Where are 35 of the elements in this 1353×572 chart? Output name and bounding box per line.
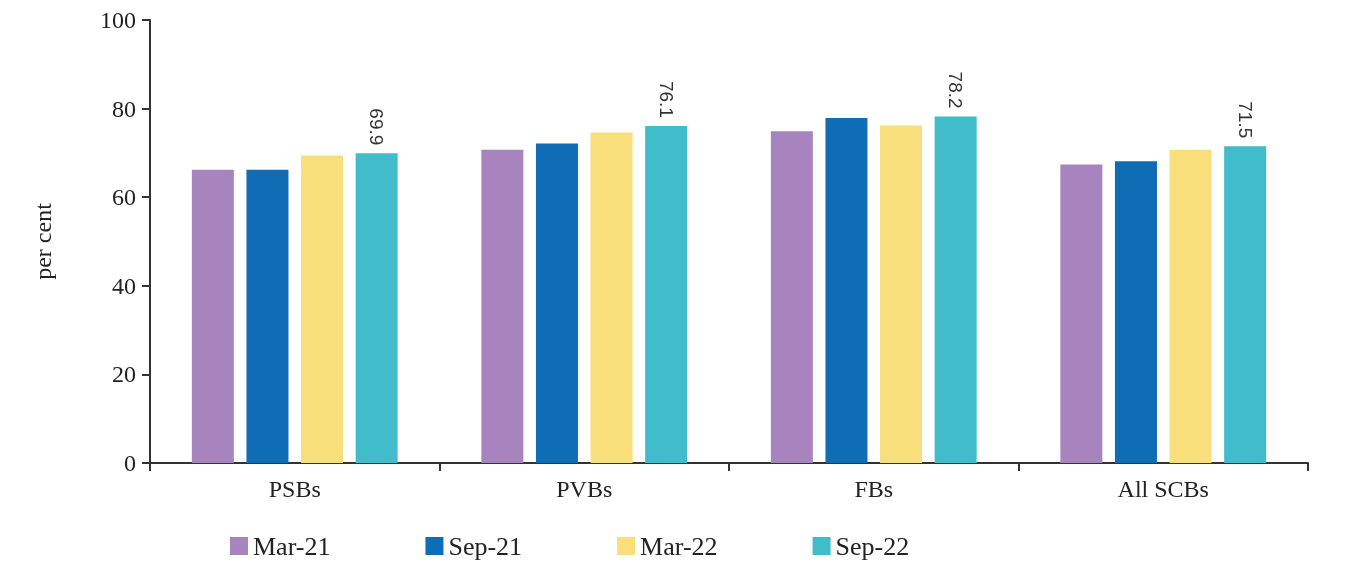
bar [1169,149,1212,463]
bar [825,117,868,463]
bar [301,155,344,463]
bar [481,149,524,463]
bar [1114,161,1157,463]
y-tick-label: 20 [112,361,136,388]
x-tick-label: All SCBs [1117,476,1209,502]
bar [535,143,578,463]
x-tick-label: PSBs [268,476,321,502]
data-label: 71.5 [1234,101,1256,139]
bar [934,116,977,463]
bar [191,169,234,463]
bar [1060,164,1103,463]
y-tick-label: 0 [124,450,136,476]
bar [246,169,289,463]
y-tick-label: 80 [112,95,136,122]
data-label: 69.9 [366,108,388,146]
x-tick-label: PVBs [556,476,613,502]
bar [1224,146,1267,463]
bar [355,153,398,463]
legend-label: Sep-21 [448,531,523,561]
y-tick-label: 60 [112,184,136,211]
bar [645,125,688,463]
bar [590,132,633,463]
y-axis-title: per cent [30,202,56,280]
legend-label: Mar-22 [640,531,718,561]
data-label: 78.2 [945,71,967,109]
legend-label: Mar-21 [253,531,331,561]
bar [770,131,813,463]
x-tick-label: FBs [854,476,894,502]
legend-label: Sep-22 [835,531,910,561]
data-label: 76.1 [655,80,677,118]
y-tick-label: 100 [100,7,136,33]
bar [880,125,923,463]
y-tick-label: 40 [112,272,136,299]
